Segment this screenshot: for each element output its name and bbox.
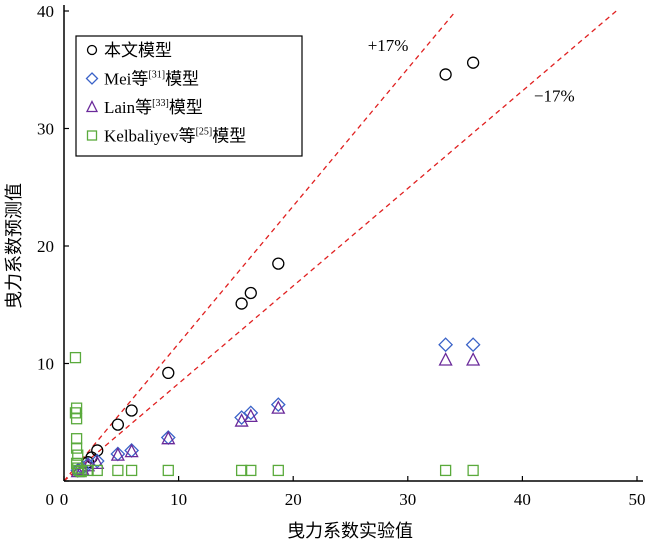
data-point-square [467,464,479,477]
data-point-circle [272,257,285,270]
data-point-square [69,351,82,364]
data-point-triangle [124,443,139,458]
x-tick-label: 50 [629,490,646,509]
legend-box [75,35,303,157]
data-point-circle [125,404,138,417]
legend-diamond-icon [85,72,99,85]
legend-label-name: Kelbaliyev等 [104,127,196,146]
data-point-circle [466,56,480,69]
y-tick-label: 30 [37,120,54,139]
data-point-circle [235,297,248,310]
x-tick-label: 30 [399,490,416,509]
data-point-square [82,464,94,477]
legend-label-name: Lain等 [104,98,152,117]
data-point-circle [162,366,175,380]
legend-circle-icon [86,44,98,56]
legend-label: 本文模型 [104,41,172,60]
data-point-square [439,464,452,477]
data-point-triangle [90,455,105,470]
data-point-diamond [243,405,259,421]
data-point-triangle [438,352,453,366]
legend: 本文模型Mei等[31]模型Lain等[33]模型Kelbaliyev等[25]… [75,35,303,157]
data-point-diamond [89,453,105,469]
data-point-square [70,442,83,454]
data-point-circle [439,68,452,81]
data-point-triangle [243,408,258,423]
reference-line [63,10,457,482]
y-tick-label: 10 [37,355,54,374]
data-point-diamond [270,397,286,413]
data-point-square [235,464,248,477]
data-point-square [125,464,138,477]
x-tick-label: 10 [170,490,187,509]
data-point-square [75,465,87,478]
data-point-square [73,464,85,477]
reference-line [63,10,617,482]
y-tick-label: 0 [46,490,55,509]
legend-label-citation: [31] [148,70,165,81]
legend-label-suffix: 模型 [212,127,246,146]
data-point-square [70,413,83,425]
legend-label-citation: [25] [196,127,213,138]
legend-label-suffix: 模型 [165,70,199,89]
x-tick-label: 40 [514,490,531,509]
legend-label-name: 本文模型 [104,41,172,60]
data-point-square [112,464,124,477]
data-point-square [70,433,83,445]
axes: 0 10 20 30 40 50 10 20 30 40 0 [37,2,646,509]
reference-lines: +17% −17% [63,10,617,482]
y-tick-label: 20 [37,237,54,256]
data-point-triangle [110,447,125,461]
legend-label: Mei等[31]模型 [104,70,199,89]
data-point-triangle [161,430,176,445]
data-point-diamond [438,337,454,353]
data-point-triangle [466,352,481,366]
legend-label: Kelbaliyev等[25]模型 [104,127,246,146]
data-point-square [69,407,82,419]
reference-line-label: −17% [534,86,575,105]
data-point-triangle [271,400,286,414]
x-tick-label: 20 [285,490,302,509]
data-point-diamond [465,337,481,353]
data-point-circle [111,418,125,431]
data-point-square [272,464,284,477]
y-tick-label: 40 [37,2,54,21]
data-points [69,56,481,478]
x-tick-label: 0 [60,490,69,509]
legend-triangle-icon [85,100,99,113]
legend-label-citation: [33] [152,98,169,109]
y-axis-label: 曳力系数预测值 [4,183,24,309]
data-point-square [72,449,84,461]
reference-line-label: +17% [368,36,409,55]
legend-label: Lain等[33]模型 [104,98,203,117]
legend-square-icon [86,130,98,141]
data-point-circle [244,286,257,300]
data-point-square [245,464,257,477]
data-point-square [162,464,174,477]
x-axis-label: 曳力系数实验值 [287,521,413,541]
data-point-square [91,464,103,477]
legend-label-name: Mei等 [104,70,148,89]
legend-label-suffix: 模型 [169,98,203,117]
